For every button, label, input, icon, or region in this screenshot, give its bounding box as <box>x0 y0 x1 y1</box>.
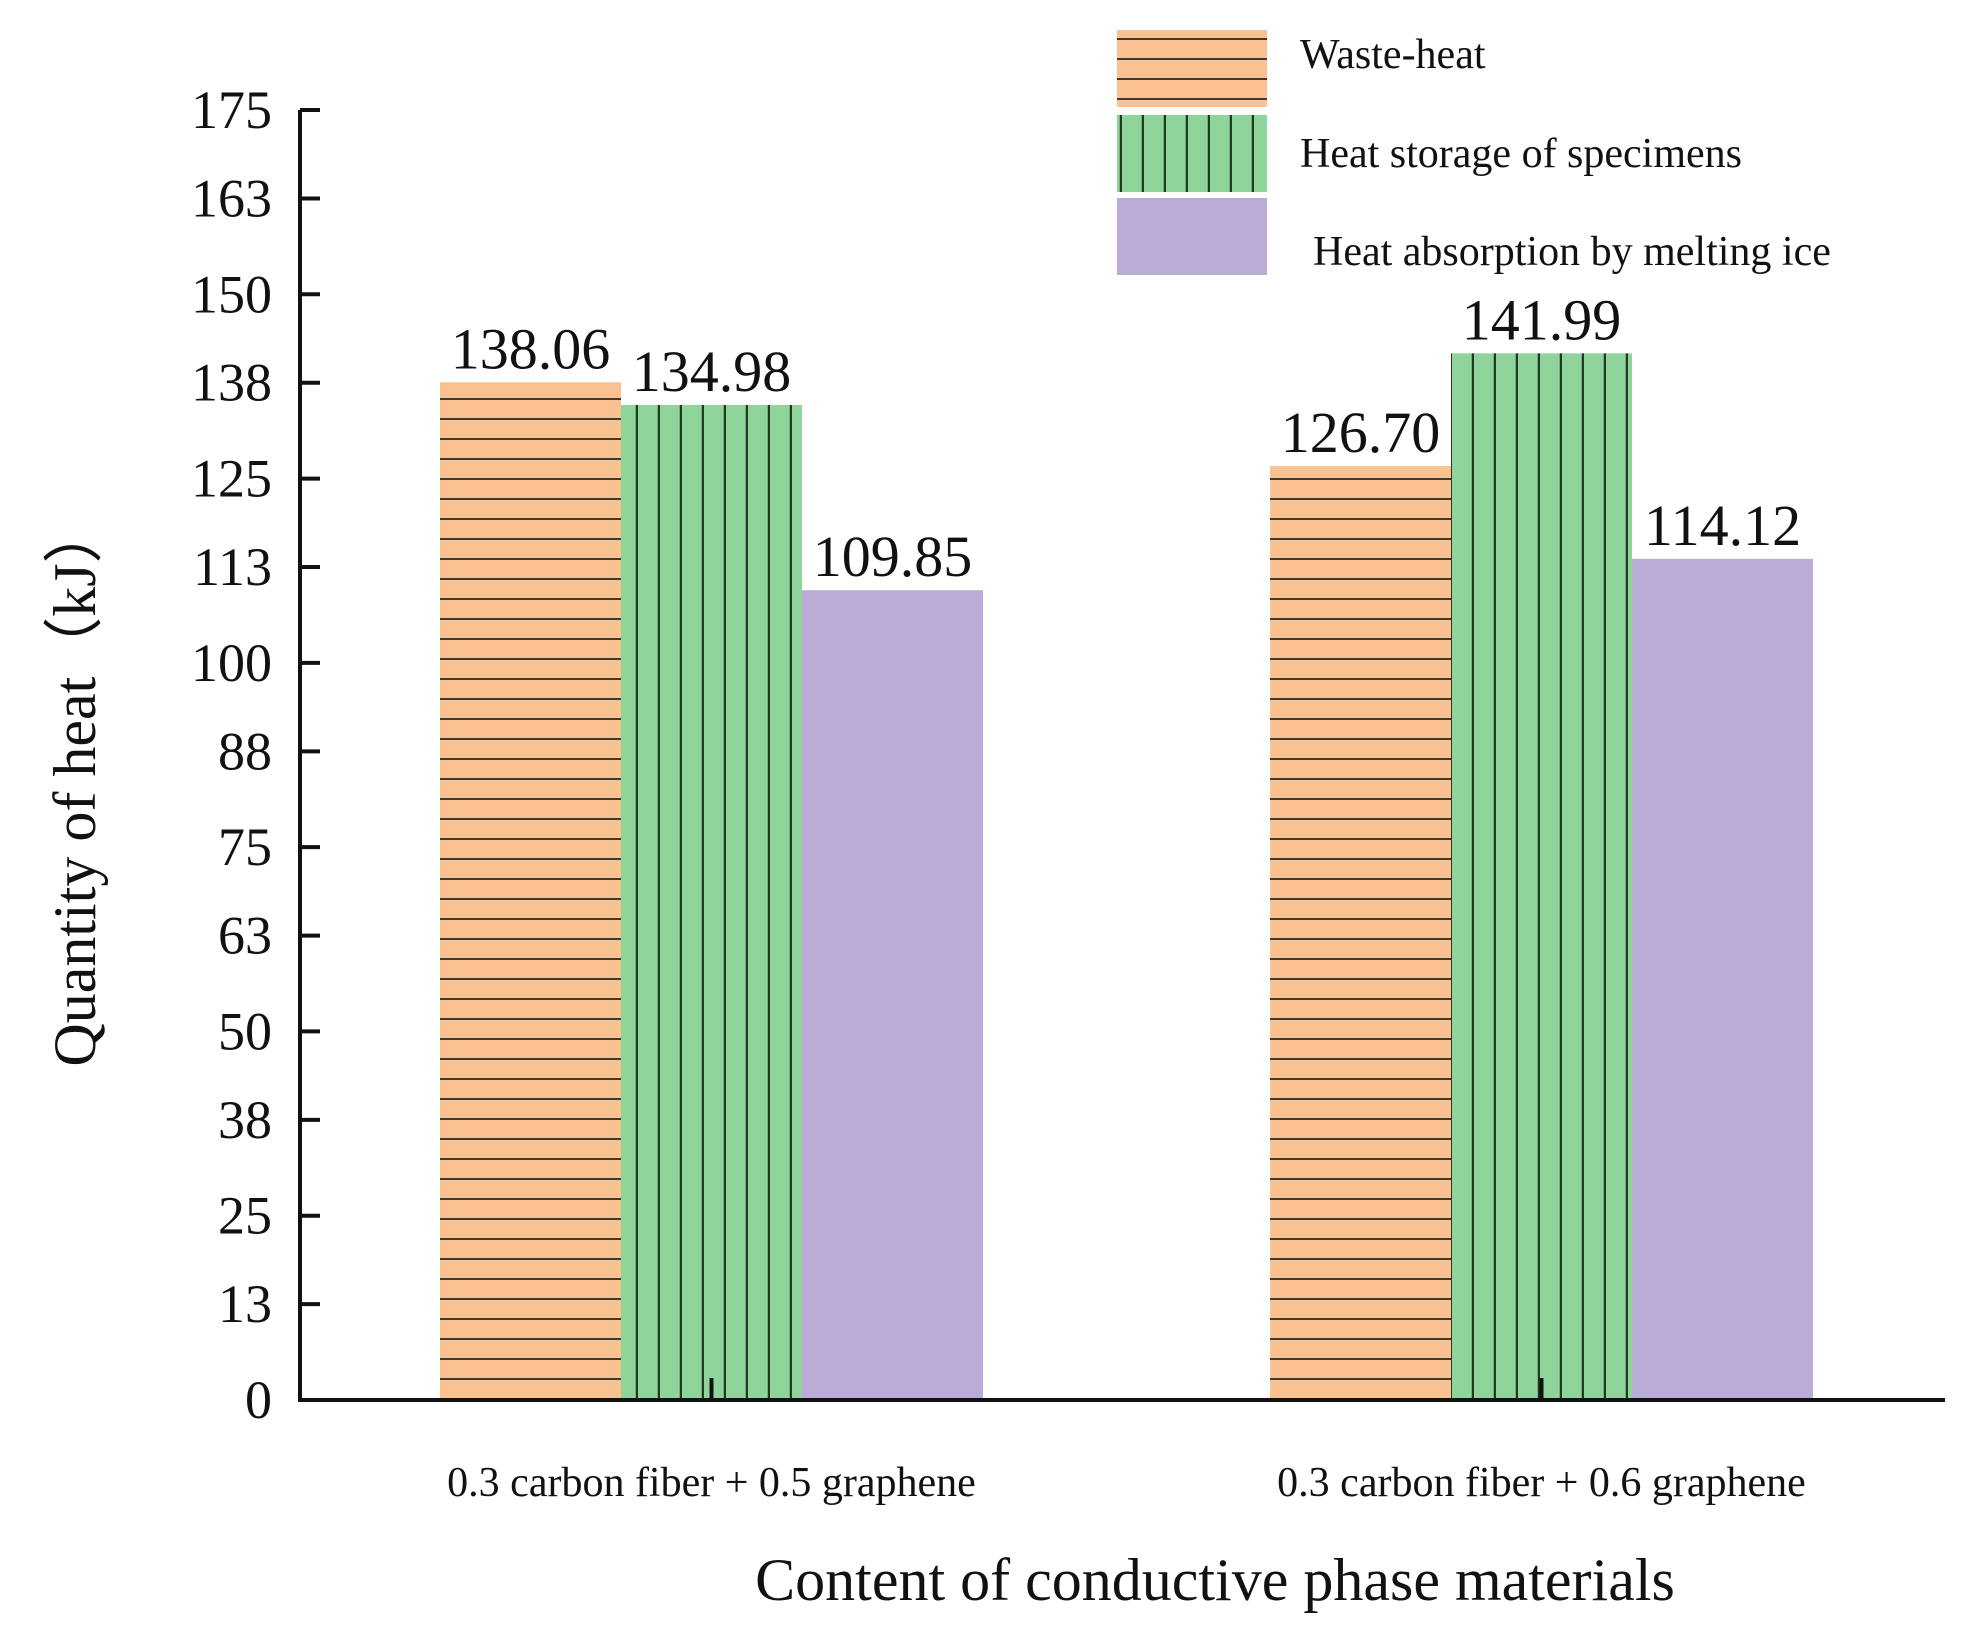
y-ticks: 0 13 25 38 50 63 75 88 100 113 125 138 150 163 175 <box>191 80 320 1430</box>
legend-label-2: Heat storage of specimens <box>1300 131 1742 177</box>
y-tick-label: 125 <box>191 449 272 509</box>
data-label: 141.99 <box>1462 287 1622 352</box>
y-tick-label: 63 <box>218 906 272 966</box>
x-axis-label: Content of conductive phase materials <box>755 1547 1675 1613</box>
bar-heat-storage-of-specimens-1 <box>621 405 802 1400</box>
y-tick-label: 150 <box>191 264 272 324</box>
y-tick-label: 13 <box>218 1274 272 1334</box>
y-tick-label: 88 <box>218 721 272 781</box>
x-category-label: 0.3 carbon fiber + 0.5 graphene <box>447 1460 976 1506</box>
axes <box>298 110 1945 1402</box>
bars <box>440 353 1813 1401</box>
y-tick-label: 100 <box>191 633 272 693</box>
x-category-labels: 0.3 carbon fiber + 0.5 graphene 0.3 carbo… <box>447 1378 1806 1506</box>
legend-swatch-1 <box>1117 30 1267 107</box>
y-tick-label: 0 <box>245 1370 272 1430</box>
data-label: 109.85 <box>813 524 973 589</box>
data-label: 138.06 <box>451 316 611 381</box>
data-label: 134.98 <box>632 339 792 404</box>
y-tick-label: 138 <box>191 353 272 413</box>
legend-label-3: Heat absorption by melting ice <box>1313 229 1831 275</box>
bar-heat-absorption-by-melting-ice-1 <box>802 590 983 1400</box>
bar-waste-heat-2 <box>1270 466 1451 1400</box>
y-tick-label: 175 <box>191 80 272 140</box>
bar-heat-absorption-by-melting-ice-2 <box>1632 558 1813 1400</box>
legend-swatch-2 <box>1117 115 1267 192</box>
bar-waste-heat-1 <box>440 382 621 1401</box>
data-labels: 138.06 134.98 109.85 126.70 141.99 114.12 <box>451 287 1801 589</box>
data-label: 126.70 <box>1281 400 1441 465</box>
bar-heat-storage-of-specimens-2 <box>1451 353 1632 1401</box>
y-tick-label: 75 <box>218 817 272 877</box>
y-tick-label: 38 <box>218 1090 272 1150</box>
y-tick-label: 113 <box>193 537 272 597</box>
y-tick-label: 163 <box>191 168 272 228</box>
y-tick-label: 25 <box>218 1186 272 1246</box>
x-category-label: 0.3 carbon fiber + 0.6 graphene <box>1277 1460 1806 1506</box>
legend-label-1: Waste-heat <box>1300 32 1486 78</box>
legend: Waste-heat Heat storage of specimens Heat … <box>1117 30 1831 275</box>
y-tick-label: 50 <box>218 1001 272 1061</box>
data-label: 114.12 <box>1644 493 1801 558</box>
legend-swatch-3 <box>1117 198 1267 275</box>
y-axis-label: Quantity of heat（kJ） <box>42 503 108 1066</box>
